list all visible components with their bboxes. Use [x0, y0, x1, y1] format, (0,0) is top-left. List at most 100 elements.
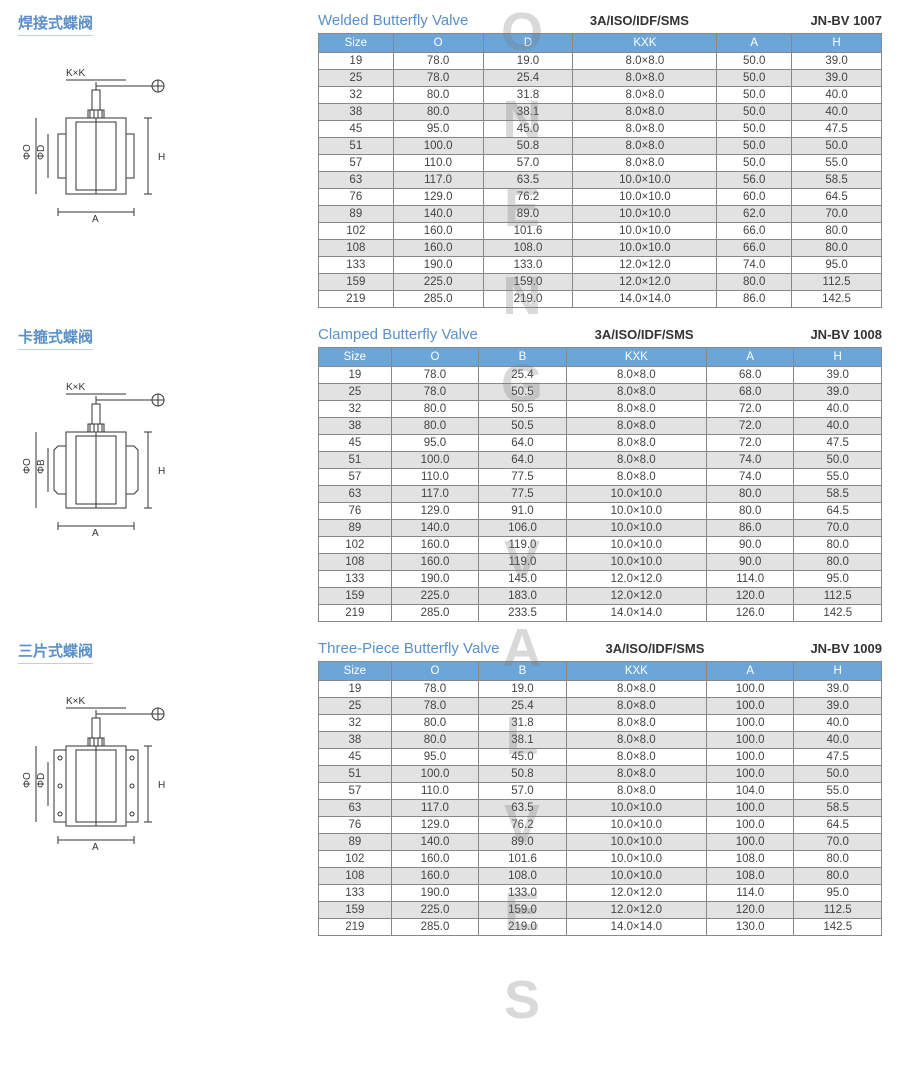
table-cell: 89 — [319, 206, 394, 223]
table-cell: 225.0 — [393, 274, 483, 291]
table-cell: 219.0 — [483, 291, 573, 308]
table-cell: 8.0×8.0 — [566, 452, 706, 469]
table-cell: 100.0 — [391, 452, 479, 469]
table-cell: 8.0×8.0 — [573, 87, 717, 104]
table-cell: 130.0 — [706, 919, 794, 936]
svg-text:H: H — [158, 466, 165, 477]
column-header: O — [391, 348, 479, 367]
table-row: 219285.0219.014.0×14.086.0142.5 — [319, 291, 882, 308]
column-header: O — [391, 662, 479, 681]
table-cell: 102 — [319, 537, 392, 554]
svg-text:ΦO: ΦO — [22, 458, 33, 474]
table-cell: 108.0 — [483, 240, 573, 257]
table-cell: 10.0×10.0 — [573, 189, 717, 206]
table-cell: 159 — [319, 588, 392, 605]
table-cell: 63 — [319, 486, 392, 503]
table-cell: 39.0 — [792, 53, 882, 70]
table-cell: 159 — [319, 902, 392, 919]
table-cell: 40.0 — [794, 401, 882, 418]
table-cell: 80.0 — [794, 554, 882, 571]
svg-text:ΦO: ΦO — [22, 144, 33, 160]
table-cell: 63.5 — [483, 172, 573, 189]
table-cell: 10.0×10.0 — [566, 537, 706, 554]
table-cell: 50.0 — [717, 104, 792, 121]
table-cell: 80.0 — [391, 715, 479, 732]
table-row: 89140.089.010.0×10.0100.070.0 — [319, 834, 882, 851]
valve-section: 焊接式蝶阀 K×K ΦO — [18, 12, 882, 308]
table-cell: 38.1 — [479, 732, 567, 749]
valve-diagram: K×K ΦO ΦB A H — [18, 376, 298, 551]
table-cell: 95.0 — [391, 435, 479, 452]
table-cell: 95.0 — [794, 885, 882, 902]
table-cell: 114.0 — [706, 885, 794, 902]
table-cell: 108 — [319, 868, 392, 885]
table-cell: 112.5 — [794, 588, 882, 605]
table-cell: 100.0 — [706, 715, 794, 732]
table-row: 159225.0183.012.0×12.0120.0112.5 — [319, 588, 882, 605]
table-header-row: Three-Piece Butterfly Valve3A/ISO/IDF/SM… — [318, 640, 882, 657]
table-cell: 50.5 — [479, 384, 567, 401]
table-cell: 8.0×8.0 — [566, 681, 706, 698]
table-cell: 14.0×14.0 — [566, 919, 706, 936]
table-cell: 8.0×8.0 — [566, 367, 706, 384]
column-header: A — [717, 34, 792, 53]
table-cell: 19 — [319, 53, 394, 70]
table-cell: 74.0 — [717, 257, 792, 274]
table-header-row: Welded Butterfly Valve3A/ISO/IDF/SMSJN-B… — [318, 12, 882, 29]
right-column: Clamped Butterfly Valve3A/ISO/IDF/SMSJN-… — [318, 326, 882, 622]
table-cell: 100.0 — [391, 766, 479, 783]
table-cell: 38.1 — [483, 104, 573, 121]
table-cell: 133 — [319, 885, 392, 902]
table-cell: 117.0 — [393, 172, 483, 189]
table-cell: 58.5 — [794, 800, 882, 817]
svg-text:A: A — [92, 842, 99, 853]
table-cell: 76 — [319, 189, 394, 206]
table-cell: 225.0 — [391, 588, 479, 605]
table-cell: 117.0 — [391, 486, 479, 503]
table-cell: 233.5 — [479, 605, 567, 622]
table-cell: 78.0 — [393, 53, 483, 70]
right-column: Three-Piece Butterfly Valve3A/ISO/IDF/SM… — [318, 640, 882, 936]
table-cell: 50.0 — [794, 766, 882, 783]
table-cell: 80.0 — [794, 868, 882, 885]
table-cell: 32 — [319, 87, 394, 104]
table-cell: 117.0 — [391, 800, 479, 817]
model-label: JN-BV 1007 — [810, 13, 882, 28]
table-cell: 160.0 — [391, 868, 479, 885]
table-cell: 12.0×12.0 — [573, 257, 717, 274]
table-cell: 25 — [319, 384, 392, 401]
table-cell: 159.0 — [483, 274, 573, 291]
table-cell: 10.0×10.0 — [573, 223, 717, 240]
table-cell: 10.0×10.0 — [566, 503, 706, 520]
svg-text:ΦD: ΦD — [36, 773, 47, 788]
table-cell: 31.8 — [483, 87, 573, 104]
spec-label: 3A/ISO/IDF/SMS — [590, 13, 689, 28]
table-row: 3280.050.58.0×8.072.040.0 — [319, 401, 882, 418]
table-cell: 10.0×10.0 — [573, 206, 717, 223]
svg-text:ΦO: ΦO — [22, 772, 33, 788]
table-cell: 55.0 — [794, 783, 882, 800]
table-cell: 140.0 — [391, 834, 479, 851]
table-cell: 50.0 — [717, 53, 792, 70]
svg-text:K×K: K×K — [66, 382, 86, 393]
table-cell: 8.0×8.0 — [566, 435, 706, 452]
table-cell: 76 — [319, 817, 392, 834]
table-cell: 25 — [319, 70, 394, 87]
table-cell: 64.0 — [479, 452, 567, 469]
table-cell: 80.0 — [393, 104, 483, 121]
table-cell: 70.0 — [794, 520, 882, 537]
table-row: 1978.019.08.0×8.050.039.0 — [319, 53, 882, 70]
table-cell: 120.0 — [706, 902, 794, 919]
table-cell: 64.5 — [794, 503, 882, 520]
table-cell: 80.0 — [792, 223, 882, 240]
table-row: 108160.0108.010.0×10.066.080.0 — [319, 240, 882, 257]
table-row: 76129.091.010.0×10.080.064.5 — [319, 503, 882, 520]
table-cell: 50.0 — [717, 121, 792, 138]
table-cell: 50.5 — [479, 401, 567, 418]
table-cell: 50.0 — [717, 138, 792, 155]
svg-text:H: H — [158, 152, 165, 163]
table-cell: 58.5 — [794, 486, 882, 503]
table-cell: 89.0 — [479, 834, 567, 851]
chinese-title: 焊接式蝶阀 — [18, 12, 93, 36]
table-cell: 219 — [319, 919, 392, 936]
